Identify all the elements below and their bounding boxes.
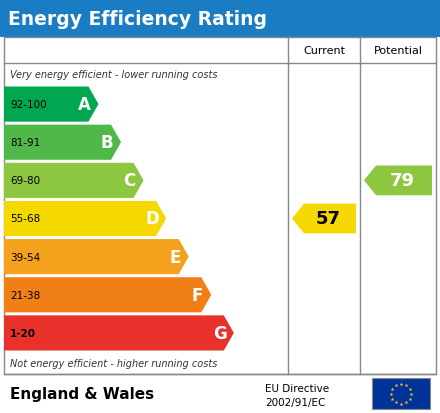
Text: 57: 57: [315, 210, 341, 228]
Text: G: G: [213, 324, 227, 342]
Bar: [372, 378, 430, 409]
Text: EU Directive: EU Directive: [265, 383, 329, 393]
Text: C: C: [124, 172, 136, 190]
Text: 92-100: 92-100: [10, 100, 47, 110]
Text: D: D: [145, 210, 159, 228]
Polygon shape: [4, 87, 99, 122]
Text: F: F: [191, 286, 203, 304]
Text: Current: Current: [303, 46, 345, 56]
Polygon shape: [4, 316, 234, 351]
Text: Energy Efficiency Rating: Energy Efficiency Rating: [8, 9, 267, 28]
Bar: [0, 374, 440, 413]
Polygon shape: [292, 204, 356, 234]
Text: B: B: [101, 134, 114, 152]
Text: 1-20: 1-20: [10, 328, 36, 338]
Polygon shape: [364, 166, 432, 196]
Text: Not energy efficient - higher running costs: Not energy efficient - higher running co…: [10, 358, 217, 368]
Polygon shape: [4, 278, 211, 313]
Polygon shape: [4, 240, 189, 275]
Polygon shape: [4, 202, 166, 237]
Polygon shape: [4, 164, 143, 199]
Text: 69-80: 69-80: [10, 176, 40, 186]
Bar: [4, 38, 436, 374]
Text: E: E: [169, 248, 180, 266]
Text: 2002/91/EC: 2002/91/EC: [265, 397, 325, 407]
Text: Very energy efficient - lower running costs: Very energy efficient - lower running co…: [10, 70, 217, 80]
Text: A: A: [78, 96, 91, 114]
Bar: [0, 0, 440, 38]
Text: Potential: Potential: [374, 46, 422, 56]
Text: 55-68: 55-68: [10, 214, 40, 224]
Text: 21-38: 21-38: [10, 290, 40, 300]
Text: England & Wales: England & Wales: [10, 386, 154, 401]
Text: 81-91: 81-91: [10, 138, 40, 148]
Text: 39-54: 39-54: [10, 252, 40, 262]
Text: 79: 79: [389, 172, 414, 190]
Polygon shape: [4, 125, 121, 160]
